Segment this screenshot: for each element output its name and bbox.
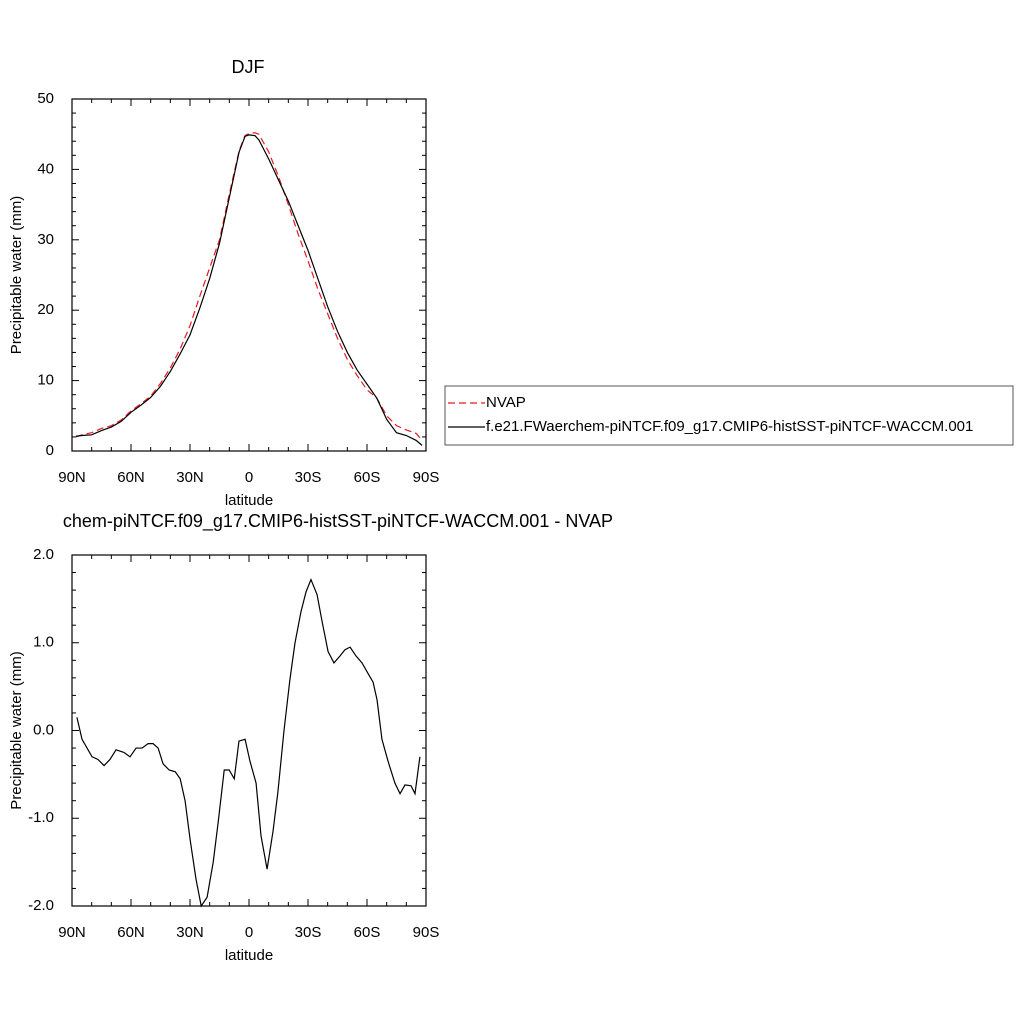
x-tick-label: 90S [413,469,440,486]
x-tick-label: 30N [176,469,204,486]
chart-title: chem-piNTCF.f09_g17.CMIP6-histSST-piNTCF… [63,511,613,532]
x-axis-label: latitude [225,492,273,509]
x-tick-label: 90N [58,469,86,486]
legend-label: NVAP [486,394,526,411]
x-tick-label: 0 [245,924,253,941]
y-axis-label: Precipitable water (mm) [8,196,25,354]
data-line [76,577,421,908]
legend-box [444,385,1014,446]
x-tick-label: 0 [245,469,253,486]
plot-frame [71,554,427,907]
y-tick-label: 2.0 [33,546,54,563]
x-tick-label: 60S [354,469,381,486]
x-tick-label: 60N [117,469,145,486]
y-tick-label: 0 [46,442,54,459]
y-tick-label: 30 [37,231,54,248]
y-tick-label: 1.0 [33,634,54,651]
y-tick-label: 20 [37,301,54,318]
x-tick-label: 90N [58,924,86,941]
x-tick-label: 60N [117,924,145,941]
y-tick-label: -1.0 [28,809,54,826]
y-axis-label: Precipitable water (mm) [8,651,25,809]
data-line [75,132,423,441]
y-tick-label: 0.0 [33,721,54,738]
x-tick-label: 30S [295,469,322,486]
chart-title: DJF [232,57,265,77]
x-axis-label: latitude [225,947,273,964]
y-tick-label: 50 [37,90,54,107]
plot-frame [71,98,427,452]
legend-label: f.e21.FWaerchem-piNTCF.f09_g17.CMIP6-his… [486,418,973,435]
y-tick-label: 10 [37,372,54,389]
x-tick-label: 60S [354,924,381,941]
y-tick-label: 40 [37,160,54,177]
y-tick-label: -2.0 [28,897,54,914]
x-tick-label: 30S [295,924,322,941]
x-tick-label: 30N [176,924,204,941]
data-line [75,134,423,446]
x-tick-label: 90S [413,924,440,941]
